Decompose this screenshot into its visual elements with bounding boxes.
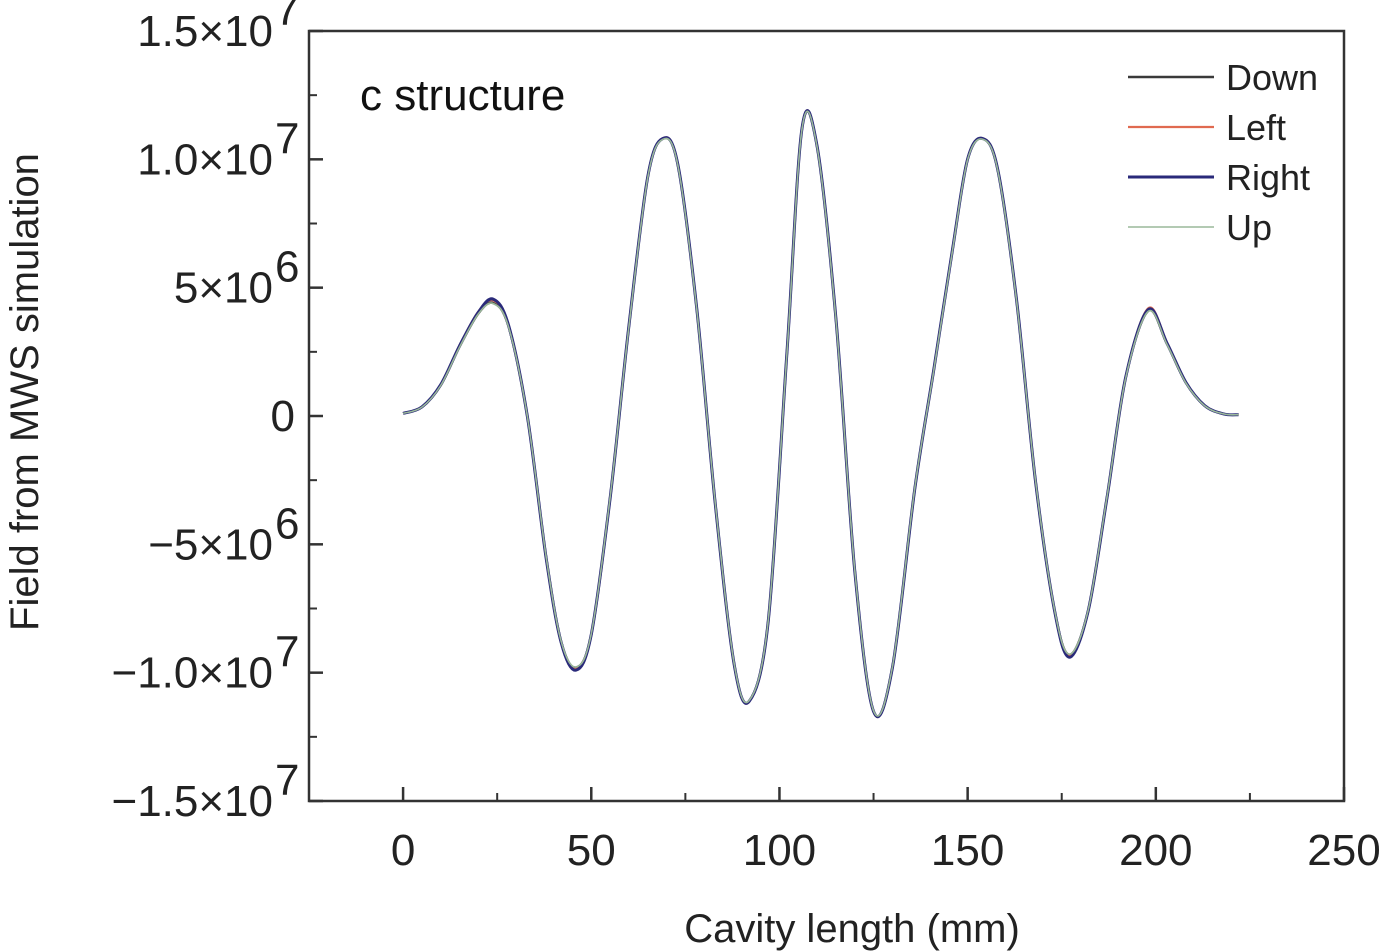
y-tick-exponent: 7 xyxy=(275,756,299,805)
y-tick-exponent: 7 xyxy=(275,114,299,163)
chart-annotation: c structure xyxy=(360,71,565,120)
x-tick-label: 50 xyxy=(567,826,616,875)
plot-frame xyxy=(307,29,1346,803)
x-tick-label: 200 xyxy=(1119,826,1192,875)
x-axis-ticks: 0 50 100 150 200 250 xyxy=(308,787,1381,875)
y-tick-label: −1.0×10 xyxy=(112,649,274,698)
y-tick-exponent: 7 xyxy=(275,0,299,35)
legend-label-right: Right xyxy=(1226,157,1310,198)
y-axis-ticks: 1.5×10 71.0×10 75×10 60−5×10 6−1.0×10 7−1.5×1… xyxy=(112,0,323,826)
y-tick-label: −1.5×10 xyxy=(112,777,274,826)
y-tick-label: 5×10 xyxy=(174,264,273,313)
y-tick-label: 1.5×10 xyxy=(137,7,273,56)
x-tick-label: 100 xyxy=(743,826,816,875)
legend-label-down: Down xyxy=(1226,57,1318,98)
y-tick-label: 1.0×10 xyxy=(137,135,273,184)
y-axis-title: Field from MWS simulation xyxy=(3,153,47,631)
y-tick-exponent: 6 xyxy=(275,243,299,292)
y-tick-label: 0 xyxy=(271,392,295,441)
y-tick-label: −5×10 xyxy=(148,520,273,569)
y-tick-exponent: 6 xyxy=(275,499,299,548)
legend-label-up: Up xyxy=(1226,207,1272,248)
legend-label-left: Left xyxy=(1226,107,1286,148)
legend: Down Left Right Up xyxy=(1128,57,1318,248)
series-line-right xyxy=(402,109,1239,719)
x-tick-label: 0 xyxy=(391,826,415,875)
x-axis-title: Cavity length (mm) xyxy=(684,907,1020,951)
y-tick-exponent: 7 xyxy=(275,628,299,677)
x-tick-label: 250 xyxy=(1307,826,1380,875)
x-tick-label: 150 xyxy=(931,826,1004,875)
series-line-up xyxy=(402,110,1239,717)
series-layer xyxy=(402,109,1239,719)
